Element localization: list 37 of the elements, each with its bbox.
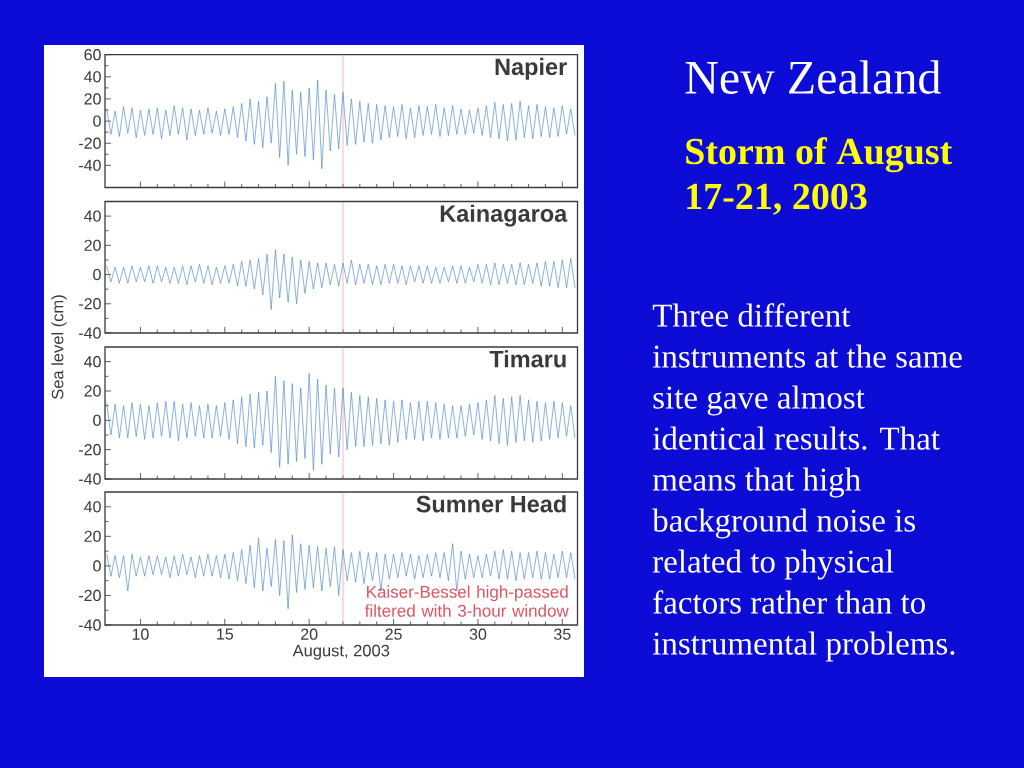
- y-tick-label: -40: [79, 473, 101, 485]
- y-tick-label: 0: [93, 560, 101, 572]
- y-tick-label: -20: [79, 137, 101, 149]
- y-axis-title: Sea level (cm): [51, 295, 67, 399]
- y-tick-label: 0: [93, 268, 101, 281]
- chart-title: Kainagaroa: [440, 204, 568, 227]
- text: New Zealand: [685, 60, 941, 94]
- y-tick-label: 20: [84, 93, 101, 105]
- y-tick-label: 20: [84, 385, 101, 397]
- y-tick-label: -20: [79, 444, 101, 456]
- y-tick-label: -20: [79, 298, 101, 310]
- x-tick-label: 35: [554, 628, 571, 640]
- y-tick-label: -40: [79, 327, 101, 339]
- y-tick-label: 0: [93, 414, 101, 426]
- chart-title: Napier: [495, 57, 567, 80]
- annotation: Kaiser-Bessel high-passed filtered with 3-hour window: [364, 585, 569, 617]
- text: Storm of August 17-21, 2003: [686, 137, 953, 215]
- y-tick-label: -20: [79, 589, 101, 602]
- y-tick-label: 20: [84, 239, 101, 251]
- y-tick-label: 40: [84, 210, 101, 222]
- y-tick-label: 60: [84, 49, 101, 61]
- x-tick-label: 10: [132, 628, 149, 640]
- x-tick-label: 15: [217, 628, 234, 640]
- y-tick-label: 40: [84, 501, 101, 513]
- x-tick-label: 20: [301, 628, 318, 640]
- text: Three different instruments at the same site gave almost identical results. That means that high background noise is related to physical factors rather than to instrumental problems.: [652, 303, 962, 662]
- chart-title: Sumner Head: [416, 495, 566, 513]
- x-axis-title: August, 2003: [292, 644, 390, 660]
- y-tick-label: 20: [84, 530, 101, 542]
- x-tick-label: 25: [385, 628, 402, 640]
- y-tick-label: 40: [84, 71, 101, 83]
- y-tick-label: 0: [93, 115, 101, 127]
- y-tick-label: -40: [79, 619, 101, 631]
- x-tick-label: 30: [469, 628, 487, 640]
- y-tick-label: -40: [79, 159, 101, 172]
- chart-title: Timaru: [489, 350, 566, 368]
- y-tick-label: 40: [84, 356, 101, 368]
